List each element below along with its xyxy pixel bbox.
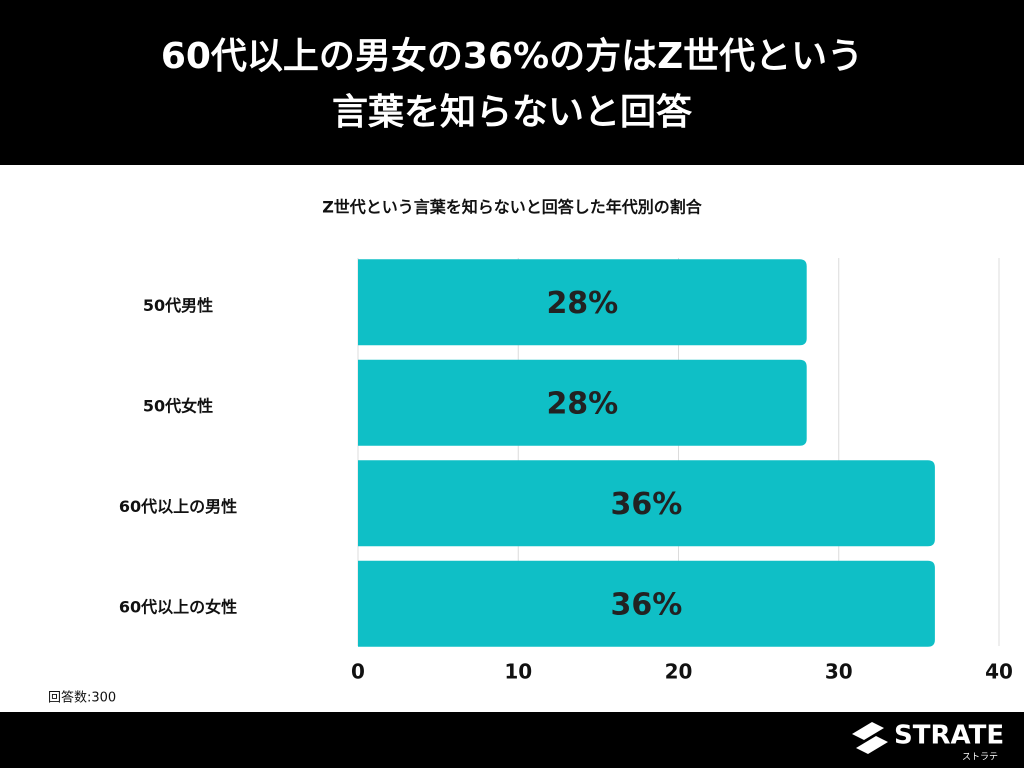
x-tick-label: 10 — [504, 660, 532, 684]
bar — [358, 259, 807, 346]
x-tick-label: 40 — [985, 660, 1013, 684]
note: 回答数:300 — [48, 690, 116, 706]
title-line: 言葉を知らないと回答 — [332, 92, 693, 133]
value-label: 36% — [611, 487, 683, 522]
x-tick-label: 20 — [665, 660, 693, 684]
x-tick-label: 30 — [825, 660, 853, 684]
bar — [358, 359, 807, 446]
brand-name: STRATE — [894, 721, 1004, 751]
brand-sub: ストラテ — [962, 752, 998, 763]
value-label: 28% — [546, 286, 618, 321]
bar — [358, 560, 935, 647]
y-tick-label: 50代女性 — [143, 396, 213, 415]
title-line: 60代以上の男女の36%の方はZ世代という — [161, 36, 863, 77]
chart-subtitle: Z世代という言葉を知らないと回答した年代別の割合 — [322, 198, 703, 217]
bar — [358, 460, 935, 547]
y-tick-label: 60代以上の女性 — [119, 597, 237, 616]
x-tick-label: 0 — [351, 660, 365, 684]
logo-icon — [852, 722, 888, 754]
y-tick-label: 60代以上の男性 — [119, 497, 237, 516]
header-band — [0, 0, 1024, 165]
footer-band — [0, 712, 1024, 768]
plot: 0 10 20 30 40 50代男性 28% 50代女性 28% 60代以上の男性 36% 60代以… — [119, 258, 1013, 684]
y-tick-label: 50代男性 — [143, 296, 213, 315]
value-label: 36% — [611, 587, 683, 622]
brand-logo: STRATE ストラテ — [852, 721, 1004, 763]
value-label: 28% — [546, 386, 618, 421]
